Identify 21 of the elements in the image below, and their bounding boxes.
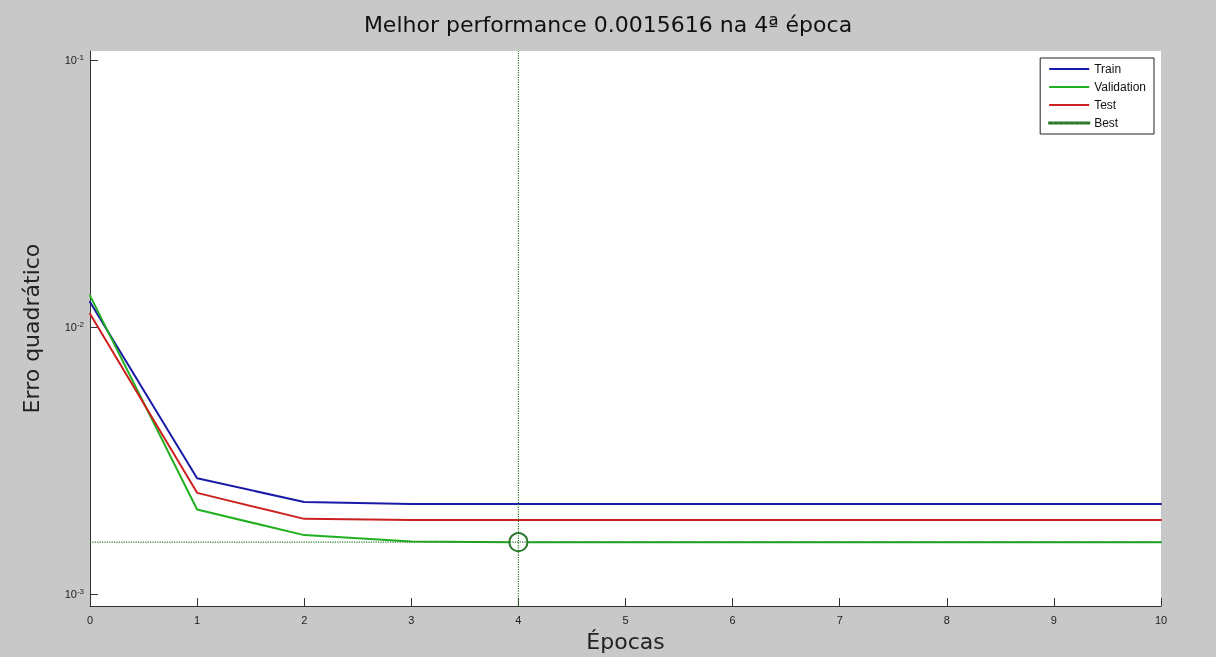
x-tick-label: 0 bbox=[86, 613, 94, 626]
legend-label: Validation bbox=[1094, 80, 1147, 94]
x-tick-label: 2 bbox=[301, 613, 308, 626]
x-tick-label: 1 bbox=[194, 613, 201, 626]
x-tick-label: 3 bbox=[408, 613, 415, 626]
x-tick-label: 6 bbox=[729, 613, 736, 626]
y-tick-label: 10$^{-1}$ bbox=[64, 52, 85, 66]
x-tick-label: 4 bbox=[515, 613, 522, 626]
legend-label: Best bbox=[1094, 116, 1119, 130]
chart-title: Melhor performance 0.0015616 na 4ª época bbox=[363, 11, 853, 37]
y-tick-label: 10$^{-3}$ bbox=[64, 586, 85, 600]
y-axis-title: Erro quadrático bbox=[18, 243, 44, 414]
x-tick-label: 10 bbox=[1154, 613, 1168, 626]
x-tick-label: 8 bbox=[943, 613, 950, 626]
legend-label: Test bbox=[1094, 98, 1117, 112]
y-tick-label: 10$^{-2}$ bbox=[64, 319, 85, 333]
legend-label: Train bbox=[1094, 62, 1122, 76]
x-tick-label: 7 bbox=[836, 613, 843, 626]
x-tick-label: 9 bbox=[1050, 613, 1057, 626]
x-axis-title: Épocas bbox=[586, 628, 665, 654]
x-tick-label: 5 bbox=[622, 613, 629, 626]
